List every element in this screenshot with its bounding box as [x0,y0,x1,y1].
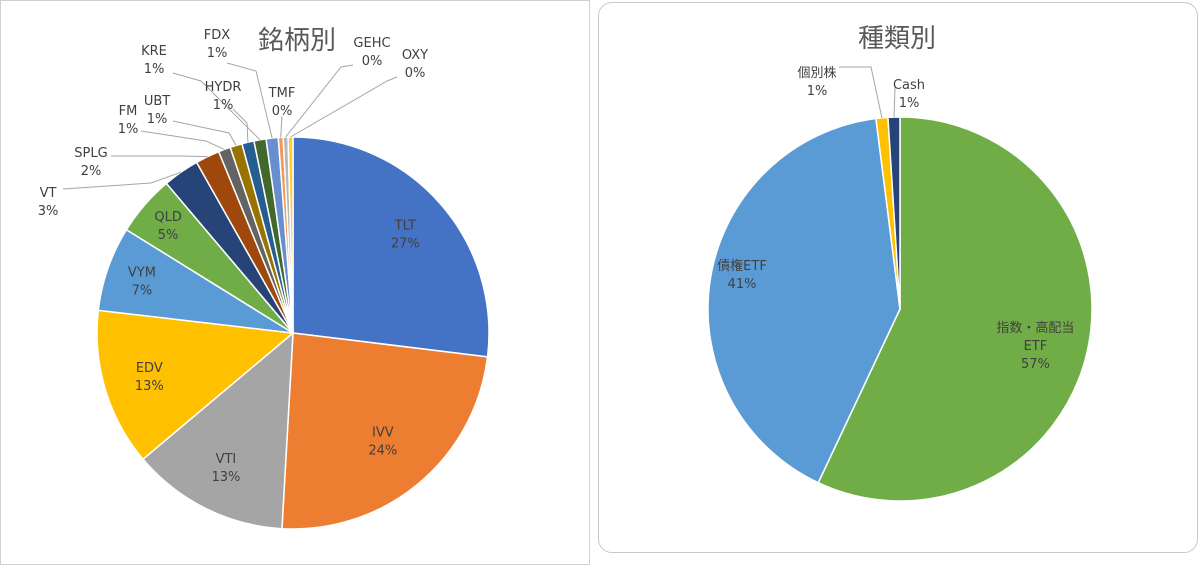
slice-percent-tmf: 0% [272,104,293,119]
slice-label-ubt: UBT [144,94,170,109]
slice-percent-etf: 41% [728,277,757,292]
leader-line-oxy [290,76,398,138]
slice-percent-fm: 1% [118,122,139,137]
slice-label-vti: VTI [216,452,237,467]
slice-percent-item-2: 1% [807,84,828,99]
slice-label-oxy: OXY [402,48,428,63]
pie-slice-edv [96,309,295,461]
slice-percent-cash: 1% [899,96,920,111]
slice-percent-ubt: 1% [147,112,168,127]
slice-label-splg: SPLG [74,146,107,161]
leader-line-tmf [280,115,283,138]
slice-percent-splg: 2% [81,164,102,179]
slice-label-fdx: FDX [204,28,230,43]
leader-line-item-2 [839,66,883,119]
slice-percent-qld: 5% [158,228,179,243]
slice-label-edv: EDV [136,361,163,376]
slice-label-tlt: TLT [394,219,416,234]
slice-percent-vt: 3% [38,204,59,219]
slice-label-vym: VYM [128,265,156,280]
slice-label-item-2: 個別株 [797,66,836,81]
chart-panel-by-type: 種類別 指数・高配当 ETF 57% 債権ETF 41% 個別株 1% Cash 1% [598,2,1198,553]
pie-slice-etf [817,116,1093,502]
slice-label-etf: 指数・高配当 [996,320,1074,336]
slice-percent-oxy: 0% [405,66,426,81]
slice-label-fm: FM [119,104,138,119]
slice-label-vt: VT [40,186,57,201]
slice-label-kre: KRE [141,44,167,59]
slice-percent-ivv: 24% [368,443,397,458]
slice-label-cash: Cash [893,78,925,93]
leader-line-hydr [232,108,249,143]
slice-label-ivv: IVV [372,425,394,440]
leader-line-gehc [285,64,354,138]
slice-label-hydr: HYDR [205,80,242,95]
chart-title: 銘柄別 [258,26,336,56]
pie-slice-vti [141,331,294,530]
slice-percent-gehc: 0% [362,54,383,69]
slice-label-gehc: GEHC [353,36,390,51]
leader-line-vt [62,171,182,190]
slice-percent-edv: 13% [135,379,164,394]
chart-panel-by-ticker: 銘柄別 TLT 27% IVV 24% VTI 13% EDV 13% VYM 7% QLD 5% VT… [0,0,590,565]
leader-line-ubt [172,120,237,146]
slice-percent-vti: 13% [211,470,240,485]
leader-line-cash [893,86,896,118]
slice-percent-hydr: 1% [213,98,234,113]
slice-percent-fdx: 1% [207,46,228,61]
pie-slice-ivv [281,332,489,530]
leader-line-fm [140,130,225,150]
slice-percent-etf: 57% [1021,357,1050,372]
chart-title: 種類別 [858,24,936,54]
slice-label-etf-cont: ETF [1024,339,1048,354]
leader-line-splg [111,155,208,158]
pie-slice-etf [707,117,901,484]
pie-chart-by-ticker: 銘柄別 TLT 27% IVV 24% VTI 13% EDV 13% VYM 7% QLD 5% VT… [38,26,490,530]
slice-label-qld: QLD [154,210,182,225]
slice-label-tmf: TMF [268,86,296,101]
leader-line-kre [172,72,261,141]
slice-percent-tlt: 27% [391,237,420,252]
slice-percent-vym: 7% [132,283,153,298]
leader-line-fdx [226,62,273,139]
slice-label-etf: 債権ETF [717,258,767,274]
pie-slice-tlt [292,136,490,358]
pie-chart-by-type: 種類別 指数・高配当 ETF 57% 債権ETF 41% 個別株 1% Cash 1% [707,24,1093,502]
slice-percent-kre: 1% [144,62,165,77]
